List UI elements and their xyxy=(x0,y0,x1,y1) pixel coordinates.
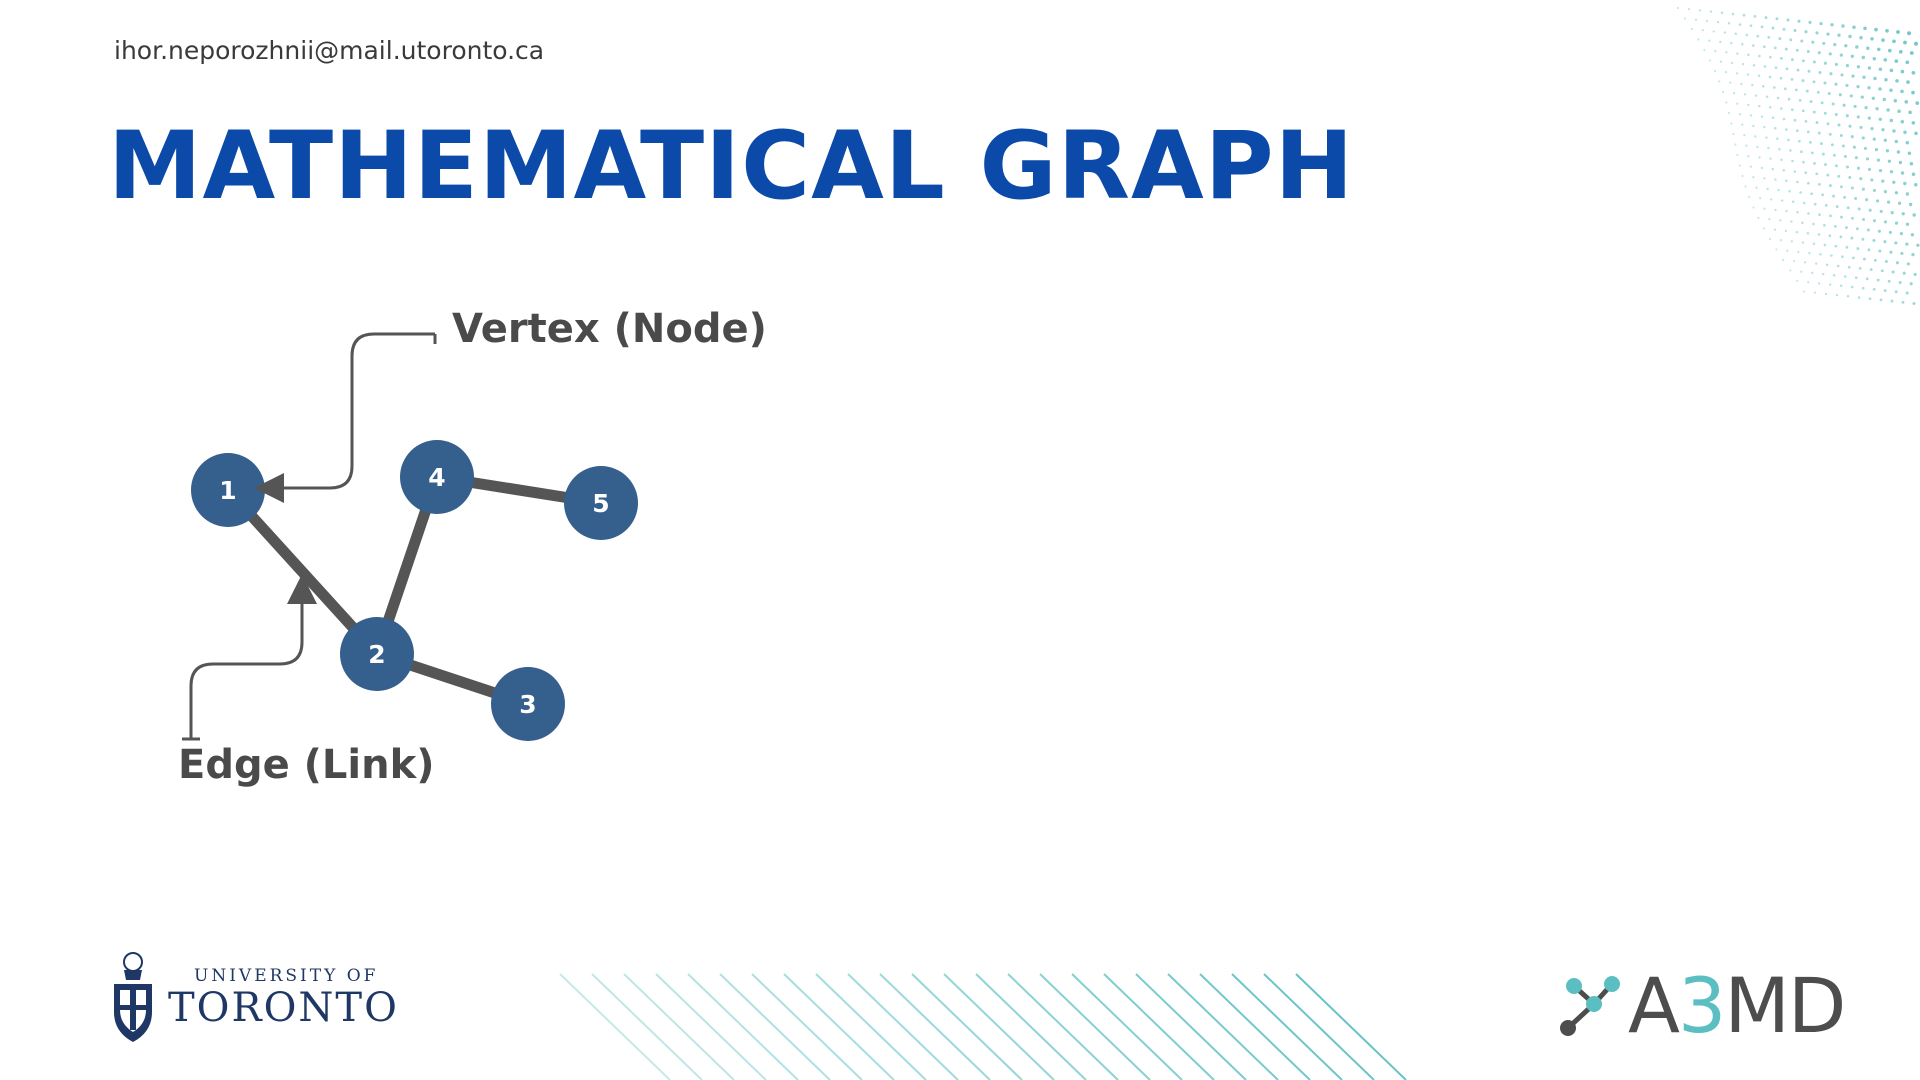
page-title: MATHEMATICAL GRAPH xyxy=(108,112,1355,221)
author-email: ihor.neporozhnii@mail.utoronto.ca xyxy=(114,36,545,65)
graph-node-5 xyxy=(564,466,638,540)
a3md-logo: A3MD xyxy=(1558,968,1846,1044)
toronto-label: TORONTO xyxy=(168,985,399,1031)
logo-a: A xyxy=(1628,961,1680,1050)
graph-node-label-2: 2 xyxy=(368,640,385,669)
edge-callout-label: Edge (Link) xyxy=(178,742,435,788)
university-of-label: UNIVERSITY OF xyxy=(194,966,379,986)
logo-three: 3 xyxy=(1678,961,1726,1050)
edges-layer xyxy=(223,471,602,710)
university-logo: UNIVERSITY OF TORONTO xyxy=(112,950,399,1046)
university-crest-icon xyxy=(114,952,152,1042)
graph-node-label-1: 1 xyxy=(219,476,236,505)
graph-node-label-4: 4 xyxy=(428,463,445,492)
a3md-wordmark: A3MD xyxy=(1628,968,1846,1044)
vertex-callout-connector xyxy=(266,332,437,488)
logo-md: MD xyxy=(1724,961,1846,1050)
graph-node-4 xyxy=(400,440,474,514)
decorative-dot-pattern xyxy=(1676,6,1920,305)
graph-node-label-3: 3 xyxy=(519,690,536,719)
graph-node-label-5: 5 xyxy=(592,489,609,518)
graph-node-2 xyxy=(340,617,414,691)
vertex-callout-label: Vertex (Node) xyxy=(452,306,767,352)
edge-callout-connector xyxy=(182,586,302,741)
molecule-icon xyxy=(1560,976,1620,1036)
nodes-layer: 1 2 3 4 5 xyxy=(191,440,638,741)
graph-node-3 xyxy=(491,667,565,741)
